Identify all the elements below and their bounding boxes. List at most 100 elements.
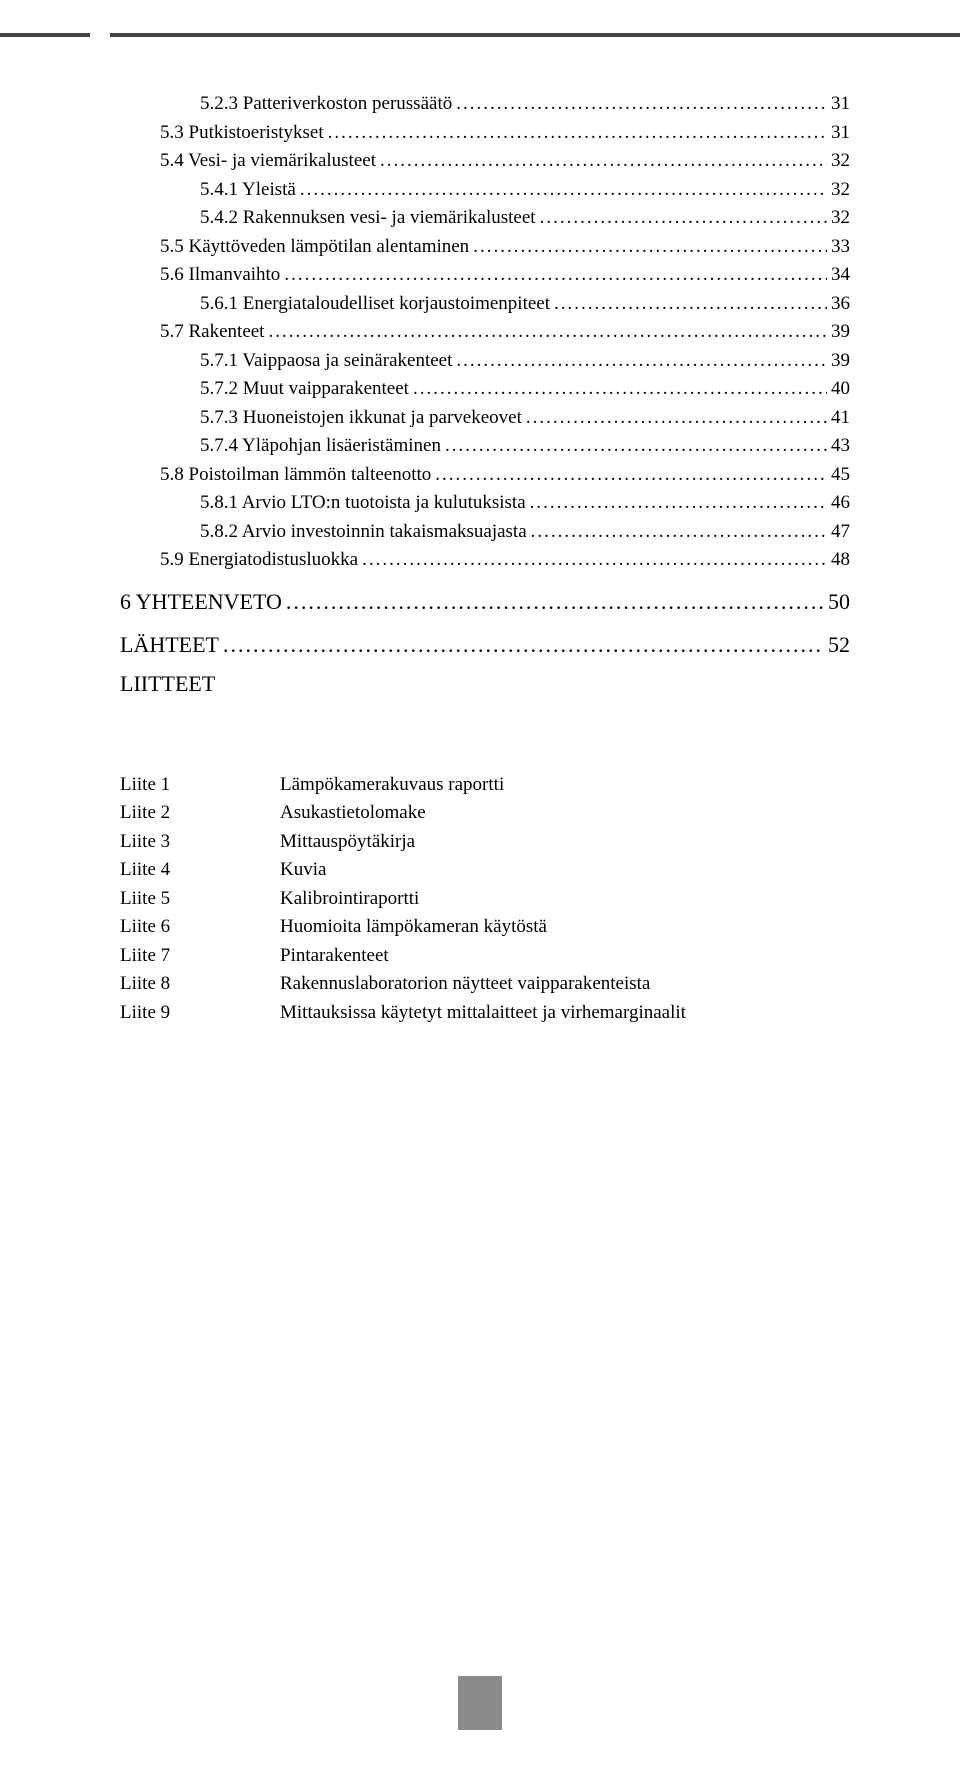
toc-leader-dots: [300, 176, 827, 205]
toc-entry-page: 32: [831, 147, 850, 176]
attachment-value: Mittauspöytäkirja: [280, 828, 850, 857]
toc-entry-label: 5.8.1 Arvio LTO:n tuotoista ja kulutuksi…: [200, 489, 526, 518]
attachment-row: Liite 9Mittauksissa käytetyt mittalaitte…: [120, 999, 850, 1028]
attachment-value: Kalibrointiraportti: [280, 885, 850, 914]
toc-entry-page: 39: [831, 347, 850, 376]
toc-gap: [120, 618, 850, 628]
toc-entry-label: 6 YHTEENVETO: [120, 585, 282, 618]
toc-leader-dots: [223, 628, 824, 661]
attachment-key: Liite 1: [120, 771, 280, 800]
toc-leader-dots: [530, 489, 827, 518]
toc-entry-page: 45: [831, 461, 850, 490]
toc-entry-label: 5.8 Poistoilman lämmön talteenotto: [160, 461, 431, 490]
toc-leader-dots: [328, 119, 827, 148]
attachment-value: Huomioita lämpökameran käytöstä: [280, 913, 850, 942]
attachment-row: Liite 3Mittauspöytäkirja: [120, 828, 850, 857]
toc-entry: 5.2.3 Patteriverkoston perussäätö31: [120, 90, 850, 119]
toc-entry-page: 50: [828, 585, 850, 618]
toc-gap: [120, 575, 850, 585]
toc-entry-page: 34: [831, 261, 850, 290]
toc-entry-page: 31: [831, 90, 850, 119]
toc-entry-page: 32: [831, 176, 850, 205]
toc-entry-label: 5.8.2 Arvio investoinnin takaismaksuajas…: [200, 518, 527, 547]
toc-entry-label: 5.9 Energiatodistusluokka: [160, 546, 358, 575]
toc-entry-page: 31: [831, 119, 850, 148]
toc-entry: 5.7.4 Yläpohjan lisäeristäminen 43: [120, 432, 850, 461]
toc-entry-page: 33: [831, 233, 850, 262]
attachment-row: Liite 7Pintarakenteet: [120, 942, 850, 971]
toc-entry-label: 5.6.1 Energiataloudelliset korjaustoimen…: [200, 290, 550, 319]
toc-leader-dots: [362, 546, 827, 575]
toc-entry: 5.7 Rakenteet39: [120, 318, 850, 347]
toc-entry-label: 5.7.4 Yläpohjan lisäeristäminen: [200, 432, 441, 461]
toc-entry-label: 5.7.2 Muut vaipparakenteet: [200, 375, 409, 404]
toc-entry-label: 5.7.3 Huoneistojen ikkunat ja parvekeove…: [200, 404, 522, 433]
attachment-value: Asukastietolomake: [280, 799, 850, 828]
toc-entry-page: 36: [831, 290, 850, 319]
toc-entry: 5.4 Vesi- ja viemärikalusteet 32: [120, 147, 850, 176]
toc-entry: 5.7.1 Vaippaosa ja seinärakenteet 39: [120, 347, 850, 376]
toc-entry-page: 32: [831, 204, 850, 233]
toc-entry: 5.6 Ilmanvaihto 34: [120, 261, 850, 290]
toc-leader-dots: [268, 318, 827, 347]
attachment-row: Liite 8Rakennuslaboratorion näytteet vai…: [120, 970, 850, 999]
toc-entry-label: 5.4.1 Yleistä: [200, 176, 296, 205]
attachment-key: Liite 8: [120, 970, 280, 999]
toc-entry-label: 5.3 Putkistoeristykset: [160, 119, 324, 148]
toc-leader-dots: [456, 347, 827, 376]
toc-entry: 5.8.2 Arvio investoinnin takaismaksuajas…: [120, 518, 850, 547]
attachment-key: Liite 2: [120, 799, 280, 828]
toc-entry: LÄHTEET52: [120, 628, 850, 661]
toc-entry: 5.4.2 Rakennuksen vesi- ja viemärikalust…: [120, 204, 850, 233]
attachment-row: Liite 5Kalibrointiraportti: [120, 885, 850, 914]
page-content: 5.2.3 Patteriverkoston perussäätö315.3 P…: [120, 90, 850, 1027]
attachment-key: Liite 4: [120, 856, 280, 885]
toc-leader-dots: [554, 290, 827, 319]
toc-entry-page: 40: [831, 375, 850, 404]
toc-leader-dots: [413, 375, 827, 404]
toc-leader-dots: [473, 233, 827, 262]
attachment-key: Liite 3: [120, 828, 280, 857]
attachment-row: Liite 4Kuvia: [120, 856, 850, 885]
toc-entry-label: 5.5 Käyttöveden lämpötilan alentaminen: [160, 233, 469, 262]
toc-entry: 5.6.1 Energiataloudelliset korjaustoimen…: [120, 290, 850, 319]
attachment-key: Liite 5: [120, 885, 280, 914]
toc-entry: 5.4.1 Yleistä 32: [120, 176, 850, 205]
toc-entry-page: 41: [831, 404, 850, 433]
attachment-key: Liite 9: [120, 999, 280, 1028]
toc-leader-dots: [380, 147, 827, 176]
toc-leader-dots: [286, 585, 824, 618]
toc-entry: 6 YHTEENVETO 50: [120, 585, 850, 618]
toc-entry: 5.9 Energiatodistusluokka48: [120, 546, 850, 575]
toc-entry-label: 5.4.2 Rakennuksen vesi- ja viemärikalust…: [200, 204, 536, 233]
header-rule-right: [110, 33, 960, 37]
toc-entry: 5.3 Putkistoeristykset 31: [120, 119, 850, 148]
attachment-value: Rakennuslaboratorion näytteet vaipparake…: [280, 970, 850, 999]
attachment-row: Liite 6Huomioita lämpökameran käytöstä: [120, 913, 850, 942]
attachments-list: Liite 1Lämpökamerakuvaus raporttiLiite 2…: [120, 771, 850, 1028]
toc-leader-dots: [540, 204, 827, 233]
toc-entry: 5.7.3 Huoneistojen ikkunat ja parvekeove…: [120, 404, 850, 433]
attachment-key: Liite 6: [120, 913, 280, 942]
document-page: 5.2.3 Patteriverkoston perussäätö315.3 P…: [0, 0, 960, 1788]
attachment-value: Kuvia: [280, 856, 850, 885]
toc-entry-label: 5.7.1 Vaippaosa ja seinärakenteet: [200, 347, 452, 376]
liitteet-heading: LIITTEET: [120, 671, 850, 697]
attachment-value: Lämpökamerakuvaus raportti: [280, 771, 850, 800]
attachment-value: Pintarakenteet: [280, 942, 850, 971]
toc-entry-page: 39: [831, 318, 850, 347]
toc-entry-page: 46: [831, 489, 850, 518]
toc-entry-label: 5.4 Vesi- ja viemärikalusteet: [160, 147, 376, 176]
attachment-value: Mittauksissa käytetyt mittalaitteet ja v…: [280, 999, 850, 1028]
footer-page-block: [458, 1676, 502, 1730]
attachment-row: Liite 1Lämpökamerakuvaus raportti: [120, 771, 850, 800]
attachment-key: Liite 7: [120, 942, 280, 971]
toc-leader-dots: [456, 90, 827, 119]
toc-entry-page: 52: [828, 628, 850, 661]
toc-entry: 5.8 Poistoilman lämmön talteenotto 45: [120, 461, 850, 490]
toc-entry-label: 5.6 Ilmanvaihto: [160, 261, 280, 290]
attachment-row: Liite 2Asukastietolomake: [120, 799, 850, 828]
toc-leader-dots: [284, 261, 827, 290]
toc-entry: 5.5 Käyttöveden lämpötilan alentaminen 33: [120, 233, 850, 262]
toc-entry-page: 43: [831, 432, 850, 461]
